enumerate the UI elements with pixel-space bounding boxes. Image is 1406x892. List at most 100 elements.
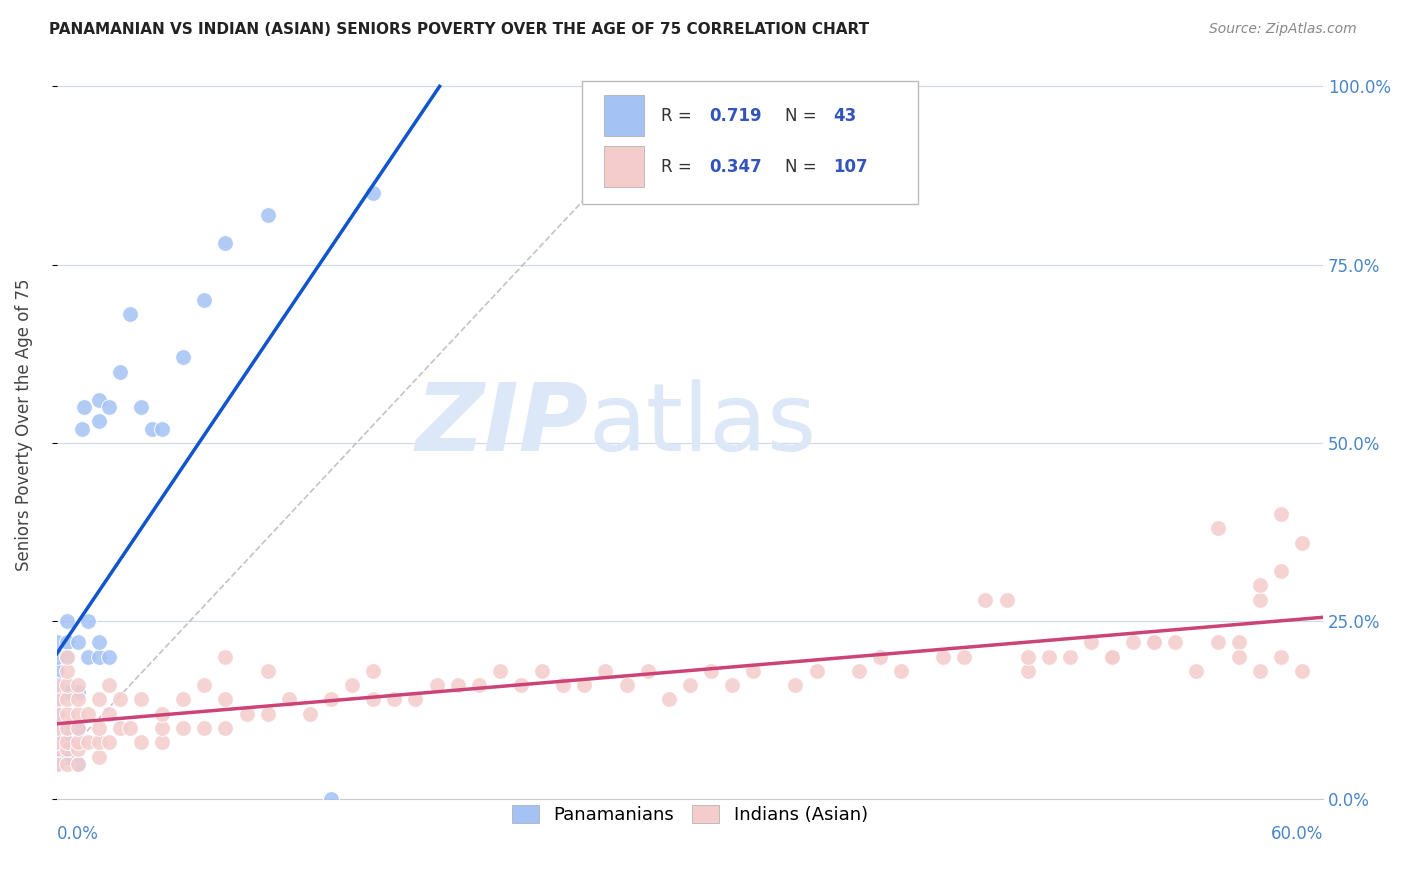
Point bbox=[214, 721, 236, 735]
Point bbox=[150, 721, 173, 735]
Point bbox=[1249, 578, 1271, 592]
Point bbox=[658, 692, 681, 706]
Point bbox=[235, 706, 257, 721]
Point bbox=[806, 664, 828, 678]
Point bbox=[742, 664, 765, 678]
Point bbox=[1249, 592, 1271, 607]
Point bbox=[848, 664, 870, 678]
Point bbox=[1101, 649, 1123, 664]
Point bbox=[1206, 635, 1229, 649]
Point bbox=[108, 721, 131, 735]
Point bbox=[87, 749, 110, 764]
Text: PANAMANIAN VS INDIAN (ASIAN) SENIORS POVERTY OVER THE AGE OF 75 CORRELATION CHAR: PANAMANIAN VS INDIAN (ASIAN) SENIORS POV… bbox=[49, 22, 869, 37]
Text: 60.0%: 60.0% bbox=[1271, 825, 1323, 844]
Point bbox=[45, 635, 67, 649]
Point bbox=[1143, 635, 1166, 649]
Point bbox=[1143, 635, 1166, 649]
Point bbox=[1185, 664, 1208, 678]
Point bbox=[87, 392, 110, 407]
Point bbox=[616, 678, 638, 692]
Point bbox=[1227, 635, 1250, 649]
Point bbox=[45, 742, 67, 756]
Point bbox=[256, 208, 278, 222]
Point bbox=[489, 664, 512, 678]
Point bbox=[73, 400, 96, 414]
Point bbox=[361, 186, 384, 201]
Point bbox=[361, 664, 384, 678]
Point bbox=[77, 649, 100, 664]
Point bbox=[1122, 635, 1144, 649]
Text: atlas: atlas bbox=[589, 379, 817, 471]
Point bbox=[45, 756, 67, 771]
Point bbox=[56, 735, 79, 749]
Point bbox=[340, 678, 363, 692]
Point bbox=[319, 792, 342, 806]
Point bbox=[1291, 535, 1313, 549]
Point bbox=[87, 721, 110, 735]
Point bbox=[56, 706, 79, 721]
Point bbox=[98, 706, 121, 721]
Point bbox=[56, 649, 79, 664]
Text: 0.0%: 0.0% bbox=[56, 825, 98, 844]
Point bbox=[214, 236, 236, 251]
Point bbox=[1270, 507, 1292, 521]
Point bbox=[87, 735, 110, 749]
Point bbox=[150, 735, 173, 749]
Point bbox=[66, 692, 89, 706]
Point bbox=[56, 678, 79, 692]
Point bbox=[98, 678, 121, 692]
Point bbox=[45, 649, 67, 664]
Point bbox=[66, 735, 89, 749]
Point bbox=[1038, 649, 1060, 664]
Point bbox=[172, 721, 194, 735]
Point bbox=[45, 678, 67, 692]
Point bbox=[45, 735, 67, 749]
Point bbox=[214, 692, 236, 706]
Point bbox=[66, 706, 89, 721]
Point bbox=[120, 308, 142, 322]
Point bbox=[45, 721, 67, 735]
Point bbox=[1017, 649, 1039, 664]
Point bbox=[45, 721, 67, 735]
FancyBboxPatch shape bbox=[582, 80, 918, 204]
Point bbox=[1206, 521, 1229, 535]
Text: 0.719: 0.719 bbox=[709, 107, 762, 125]
Y-axis label: Seniors Poverty Over the Age of 75: Seniors Poverty Over the Age of 75 bbox=[15, 278, 32, 571]
Point bbox=[1017, 664, 1039, 678]
Point bbox=[120, 721, 142, 735]
Point bbox=[721, 678, 744, 692]
Point bbox=[468, 678, 491, 692]
Point bbox=[1227, 649, 1250, 664]
Point bbox=[277, 692, 299, 706]
Point bbox=[172, 351, 194, 365]
Point bbox=[510, 678, 533, 692]
Point bbox=[1080, 635, 1102, 649]
Text: N =: N = bbox=[785, 158, 821, 176]
Point bbox=[382, 692, 405, 706]
Text: R =: R = bbox=[661, 158, 697, 176]
Point bbox=[56, 721, 79, 735]
Point bbox=[45, 664, 67, 678]
Point bbox=[679, 678, 702, 692]
Point bbox=[56, 756, 79, 771]
Point bbox=[87, 414, 110, 428]
Point bbox=[66, 685, 89, 699]
Point bbox=[66, 756, 89, 771]
Point bbox=[256, 706, 278, 721]
Point bbox=[1249, 664, 1271, 678]
Point bbox=[574, 678, 596, 692]
Point bbox=[361, 692, 384, 706]
Point bbox=[150, 421, 173, 435]
Point bbox=[45, 742, 67, 756]
Point bbox=[129, 692, 152, 706]
Point bbox=[141, 421, 163, 435]
Point bbox=[995, 592, 1018, 607]
Point bbox=[404, 692, 426, 706]
Point bbox=[56, 649, 79, 664]
Point bbox=[66, 635, 89, 649]
Point bbox=[45, 735, 67, 749]
Point bbox=[66, 742, 89, 756]
Point bbox=[1164, 635, 1187, 649]
Point bbox=[98, 400, 121, 414]
Point bbox=[172, 692, 194, 706]
